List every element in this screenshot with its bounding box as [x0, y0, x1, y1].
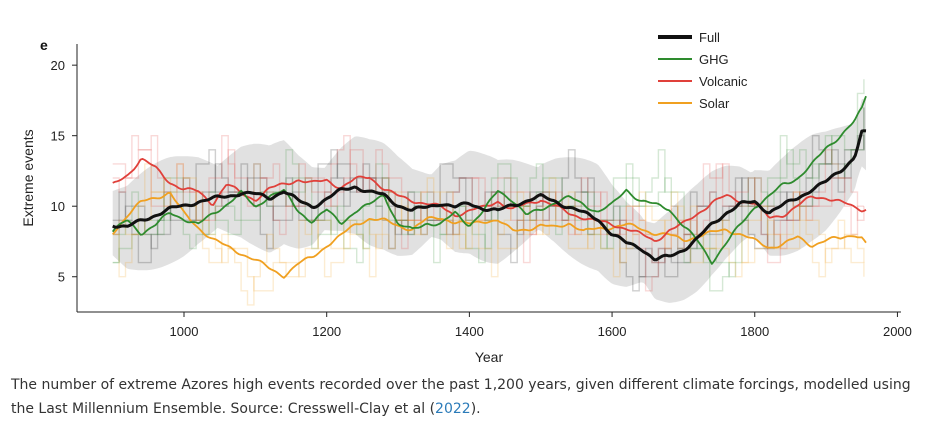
ensemble-member-line: [112, 135, 865, 292]
x-tick-label: 2000: [883, 324, 912, 339]
source-link[interactable]: 2022: [435, 401, 471, 417]
series-line-solar: [112, 191, 867, 279]
figure-caption: The number of extreme Azores high events…: [11, 373, 916, 421]
x-tick-label: 1800: [740, 324, 769, 339]
y-tick-label: 20: [51, 58, 65, 73]
ensemble-member-line: [112, 163, 865, 306]
caption-text: The number of extreme Azores high events…: [11, 377, 911, 417]
x-tick-label: 1400: [455, 324, 484, 339]
y-axis-label: Extreme events: [20, 129, 36, 226]
y-tick-label: 10: [51, 199, 65, 214]
y-tick-label: 5: [58, 270, 65, 285]
x-tick-label: 1600: [598, 324, 627, 339]
x-tick-label: 1000: [170, 324, 199, 339]
ensemble-member-line: [112, 107, 865, 278]
legend: Full GHG Volcanic Solar: [658, 30, 748, 111]
series-line-full: [112, 129, 867, 262]
y-tick-label: 15: [51, 129, 65, 144]
legend-label-full: Full: [699, 30, 720, 45]
legend-label-volcanic: Volcanic: [699, 74, 748, 89]
legend-label-solar: Solar: [699, 96, 730, 111]
x-tick-label: 1200: [312, 324, 341, 339]
caption-text-end: ).: [470, 401, 481, 417]
series-line-ghg: [111, 95, 867, 265]
series-layer: [111, 95, 867, 279]
panel-letter: e: [40, 37, 48, 53]
ensemble-member-line: [112, 135, 864, 292]
legend-label-ghg: GHG: [699, 52, 729, 67]
x-axis-label: Year: [475, 349, 504, 365]
chart: e 1000 1200 1400 1600 1800 2000 5 10 15 20 Extrem…: [20, 30, 912, 365]
tick-labels: 1000 1200 1400 1600 1800 2000 5 10 15 20: [51, 58, 912, 339]
axes: [72, 44, 901, 317]
